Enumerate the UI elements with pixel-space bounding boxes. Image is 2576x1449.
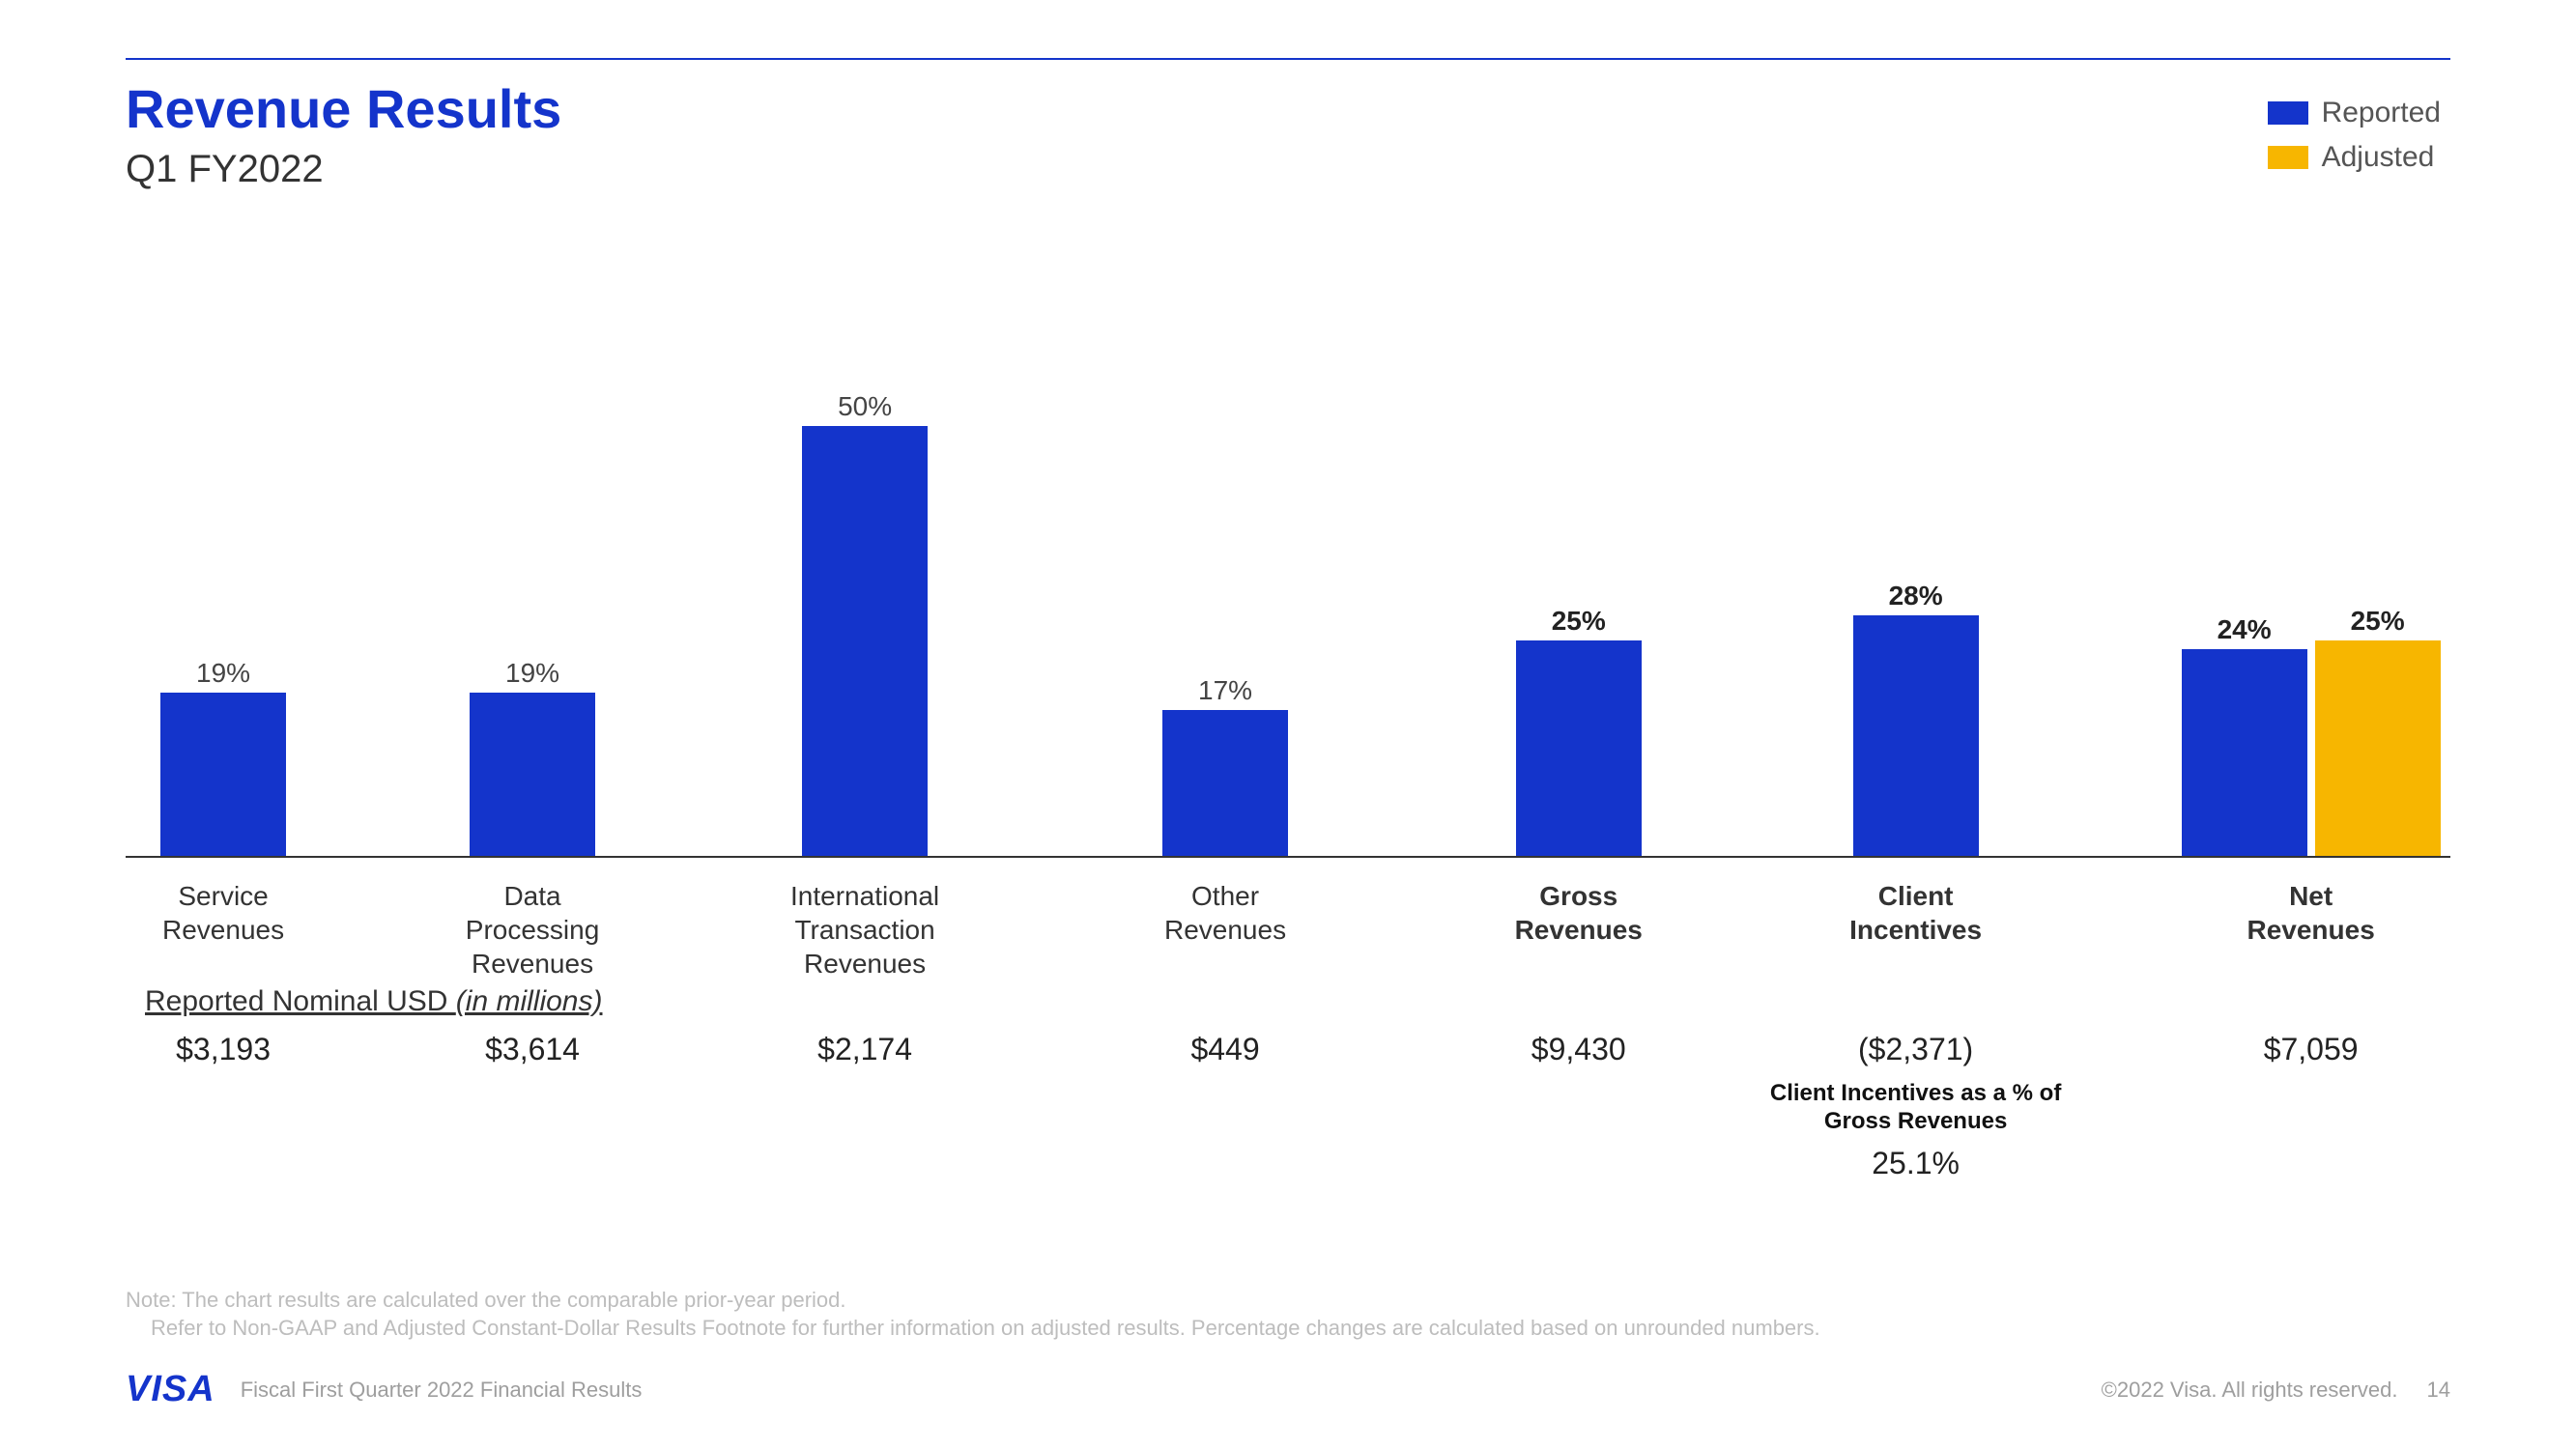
bar: 19% (160, 693, 286, 856)
bar: 50% (802, 426, 928, 856)
usd-value: $3,614 (382, 1032, 684, 1067)
page-subtitle: Q1 FY2022 (126, 148, 561, 191)
footer: VISA Fiscal First Quarter 2022 Financial… (126, 1369, 2450, 1410)
bar-group: 19% (470, 693, 595, 856)
bar: 17% (1162, 710, 1288, 856)
footnotes: Note: The chart results are calculated o… (126, 1286, 1820, 1343)
legend-label: Reported (2322, 97, 2441, 129)
bar-group: 28% (1853, 615, 1979, 856)
usd-header: Reported Nominal USD (in millions) (145, 985, 2450, 1018)
bar-value-label: 19% (505, 658, 559, 689)
extra-label-line2: Gross Revenues (1730, 1108, 2102, 1136)
bar: 19% (470, 693, 595, 856)
footer-copyright: ©2022 Visa. All rights reserved. (2102, 1378, 2398, 1403)
usd-values-row: $3,193$3,614$2,174$449$9,430($2,371)$7,0… (126, 1032, 2450, 1080)
usd-value: $2,174 (714, 1032, 1016, 1067)
usd-value: $449 (1086, 1032, 1365, 1067)
extra-label-line1: Client Incentives as a % of (1730, 1080, 2102, 1108)
bar-chart: 19%19%50%17%25%28%24%25% (126, 384, 2450, 858)
footer-right: ©2022 Visa. All rights reserved. 14 (2102, 1378, 2450, 1403)
bar: 25% (1516, 640, 1642, 856)
bar-value-label: 28% (1889, 581, 1943, 611)
bar-group: 25% (1516, 640, 1642, 856)
category-label: ServiceRevenues (96, 879, 352, 947)
footnote-line2: Refer to Non-GAAP and Adjusted Constant-… (126, 1314, 1820, 1343)
usd-value: $9,430 (1439, 1032, 1718, 1067)
bar: 24% (2182, 649, 2307, 856)
usd-value: $3,193 (96, 1032, 352, 1067)
bar-group: 17% (1162, 710, 1288, 856)
extra-metric-row: Client Incentives as a % of Gross Revenu… (126, 1080, 2450, 1177)
category-label: GrossRevenues (1439, 879, 1718, 947)
legend-swatch (2268, 101, 2308, 125)
bar-value-label: 25% (1552, 606, 1606, 637)
bar-group: 24%25% (2182, 640, 2441, 856)
bar-group: 19% (160, 693, 286, 856)
bar-value-label: 25% (2351, 606, 2405, 637)
bar-value-label: 17% (1198, 675, 1252, 706)
legend-item: Adjusted (2268, 141, 2441, 174)
bar: 25% (2315, 640, 2441, 856)
legend-label: Adjusted (2322, 141, 2435, 174)
category-label: NetRevenues (2148, 879, 2474, 947)
client-incentives-pct: Client Incentives as a % of Gross Revenu… (1730, 1080, 2102, 1181)
top-rule (126, 58, 2450, 60)
header-row: Revenue Results Q1 FY2022 Reported Adjust… (126, 77, 2450, 191)
footnote-line1: Note: The chart results are calculated o… (126, 1286, 1820, 1315)
category-labels-row: ServiceRevenuesDataProcessingRevenuesInt… (126, 879, 2450, 985)
category-label: OtherRevenues (1086, 879, 1365, 947)
usd-header-prefix: Reported Nominal USD (145, 985, 456, 1017)
slide-container: Revenue Results Q1 FY2022 Reported Adjust… (126, 58, 2450, 1410)
usd-header-suffix: (in millions) (456, 985, 603, 1017)
category-label: ClientIncentives (1776, 879, 2055, 947)
usd-value: ($2,371) (1776, 1032, 2055, 1067)
bar: 28% (1853, 615, 1979, 856)
category-label: InternationalTransactionRevenues (714, 879, 1016, 980)
category-label: DataProcessingRevenues (382, 879, 684, 980)
visa-logo: VISA (126, 1369, 215, 1410)
footer-left-text: Fiscal First Quarter 2022 Financial Resu… (241, 1378, 643, 1403)
title-block: Revenue Results Q1 FY2022 (126, 77, 561, 191)
footer-page-number: 14 (2427, 1378, 2450, 1403)
bar-value-label: 50% (838, 391, 892, 422)
legend-item: Reported (2268, 97, 2441, 129)
page-title: Revenue Results (126, 77, 561, 140)
bar-group: 50% (802, 426, 928, 856)
extra-value: 25.1% (1730, 1146, 2102, 1181)
legend: Reported Adjusted (2268, 77, 2450, 185)
bar-value-label: 19% (196, 658, 250, 689)
legend-swatch (2268, 146, 2308, 169)
usd-value: $7,059 (2148, 1032, 2474, 1067)
bar-value-label: 24% (2218, 614, 2272, 645)
